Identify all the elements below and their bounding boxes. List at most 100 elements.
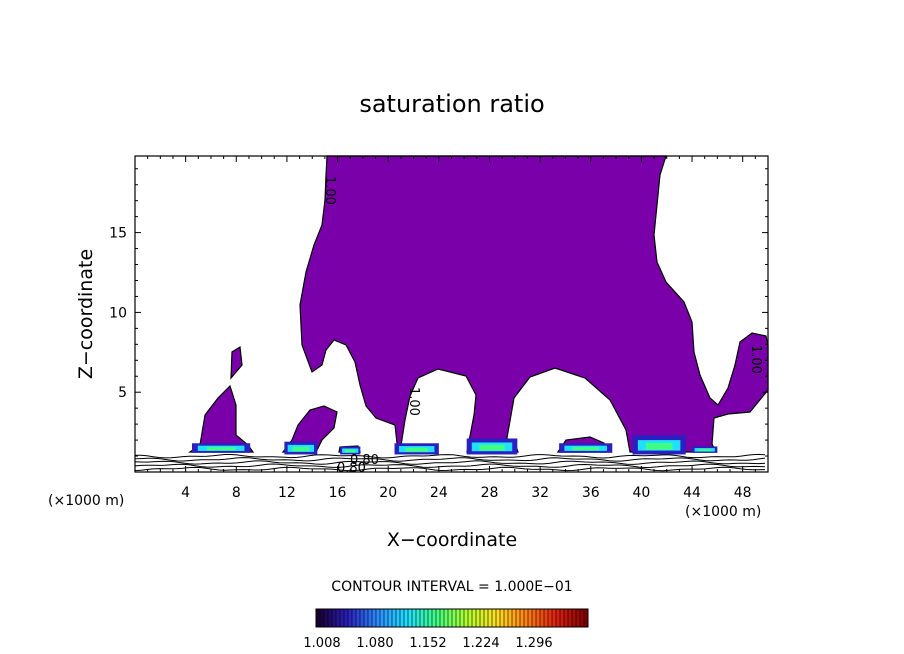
- colorbar-label: 1.080: [356, 636, 393, 651]
- colorbar-label: 1.224: [462, 636, 499, 651]
- high-saturation-peak: [698, 449, 712, 452]
- colorbar-swatch: [540, 609, 545, 627]
- colorbar-swatch: [576, 609, 581, 627]
- colorbar-swatch: [480, 609, 485, 627]
- x-unit-right: (×1000 m): [685, 504, 761, 520]
- colorbar-swatch: [532, 609, 537, 627]
- x-tick-label: 12: [278, 485, 296, 501]
- high-saturation-cells: [191, 435, 718, 455]
- colorbar-swatch: [572, 609, 577, 627]
- boundary-layer-contours: [134, 453, 766, 472]
- colorbar-swatch: [376, 609, 381, 627]
- colorbar-swatch: [380, 609, 385, 627]
- colorbar: [315, 608, 589, 628]
- colorbar-swatch: [492, 609, 497, 627]
- y-axis-label: Z−coordinate: [75, 249, 97, 379]
- saturation-region-left: [188, 384, 255, 453]
- x-tick-label: 44: [683, 485, 701, 501]
- colorbar-swatch: [320, 609, 325, 627]
- colorbar-swatch: [516, 609, 521, 627]
- colorbar-swatch: [328, 609, 333, 627]
- high-saturation-peak: [345, 449, 356, 453]
- high-saturation-peak: [572, 447, 599, 451]
- colorbar-swatch: [524, 609, 529, 627]
- colorbar-swatch: [428, 609, 433, 627]
- colorbar-label: 1.296: [515, 636, 552, 651]
- x-tick-label: 8: [232, 485, 241, 501]
- contour-label: 1.00: [322, 176, 337, 205]
- boundary-layer-contour: [134, 453, 766, 459]
- colorbar-swatch: [332, 609, 337, 627]
- colorbar-swatch: [384, 609, 389, 627]
- colorbar-swatch: [464, 609, 469, 627]
- colorbar-swatch: [552, 609, 557, 627]
- colorbar-swatch: [440, 609, 445, 627]
- x-axis-label: X−coordinate: [387, 529, 517, 551]
- high-saturation-peak: [405, 447, 428, 452]
- colorbar-swatch: [488, 609, 493, 627]
- high-saturation-peak: [292, 446, 310, 452]
- x-tick-label: 40: [632, 485, 650, 501]
- boundary-layer-contour: [134, 457, 766, 462]
- contour-label: 1.00: [748, 345, 763, 374]
- contour-interval-note: CONTOUR INTERVAL = 1.000E−01: [331, 579, 572, 595]
- x-tick-label: 4: [181, 485, 190, 501]
- colorbar-swatch: [368, 609, 373, 627]
- x-tick-label: 24: [430, 485, 448, 501]
- boundary-layer-contour: [134, 463, 766, 469]
- colorbar-swatch: [508, 609, 513, 627]
- x-unit-left: (×1000 m): [48, 493, 124, 509]
- boundary-layer-contour: [134, 460, 766, 465]
- high-saturation-peak: [479, 444, 505, 451]
- colorbar-swatch: [316, 609, 321, 627]
- colorbar-swatch: [476, 609, 481, 627]
- colorbar-swatch: [448, 609, 453, 627]
- colorbar-swatch: [348, 609, 353, 627]
- colorbar-swatch: [360, 609, 365, 627]
- colorbar-swatch: [388, 609, 393, 627]
- colorbar-swatch: [548, 609, 553, 627]
- colorbar-label: 1.152: [409, 636, 446, 651]
- colorbar-swatch: [556, 609, 561, 627]
- colorbar-swatch: [468, 609, 473, 627]
- colorbar-swatch: [424, 609, 429, 627]
- x-tick-label: 32: [531, 485, 549, 501]
- chart-title: saturation ratio: [359, 90, 544, 118]
- colorbar-swatch: [400, 609, 405, 627]
- colorbar-swatch: [484, 609, 489, 627]
- colorbar-swatch: [416, 609, 421, 627]
- colorbar-swatch: [580, 609, 585, 627]
- colorbar-swatch: [408, 609, 413, 627]
- colorbar-labels: 1.008 1.080 1.152 1.224 1.296: [303, 636, 552, 651]
- y-axis: 5 10 15: [109, 168, 768, 457]
- y-tick-label: 10: [109, 305, 127, 321]
- colorbar-swatch: [584, 609, 589, 627]
- colorbar-swatch: [560, 609, 565, 627]
- colorbar-label: 1.008: [303, 636, 340, 651]
- boundary-layer-contour: [134, 466, 766, 472]
- colorbar-swatch: [568, 609, 573, 627]
- colorbar-swatch: [504, 609, 509, 627]
- high-saturation-peak: [206, 447, 236, 451]
- y-tick-label: 5: [118, 385, 127, 401]
- colorbar-swatch: [536, 609, 541, 627]
- colorbar-swatch: [544, 609, 549, 627]
- saturation-region-mid-left: [281, 405, 338, 453]
- colorbar-swatch: [336, 609, 341, 627]
- x-tick-label: 36: [582, 485, 600, 501]
- contour-label: 1.00: [406, 387, 421, 416]
- high-saturation-peak: [645, 442, 673, 450]
- colorbar-frame: [315, 608, 589, 628]
- contour-label: 0.80: [337, 461, 366, 476]
- colorbar-swatch: [340, 609, 345, 627]
- colorbar-swatch: [404, 609, 409, 627]
- plot-area: [134, 155, 769, 472]
- colorbar-swatch: [352, 609, 357, 627]
- colorbar-swatch: [452, 609, 457, 627]
- colorbar-swatch: [392, 609, 397, 627]
- colorbar-swatch: [364, 609, 369, 627]
- x-tick-label: 16: [329, 485, 347, 501]
- x-tick-label: 28: [481, 485, 499, 501]
- colorbar-swatch: [324, 609, 329, 627]
- colorbar-swatch: [472, 609, 477, 627]
